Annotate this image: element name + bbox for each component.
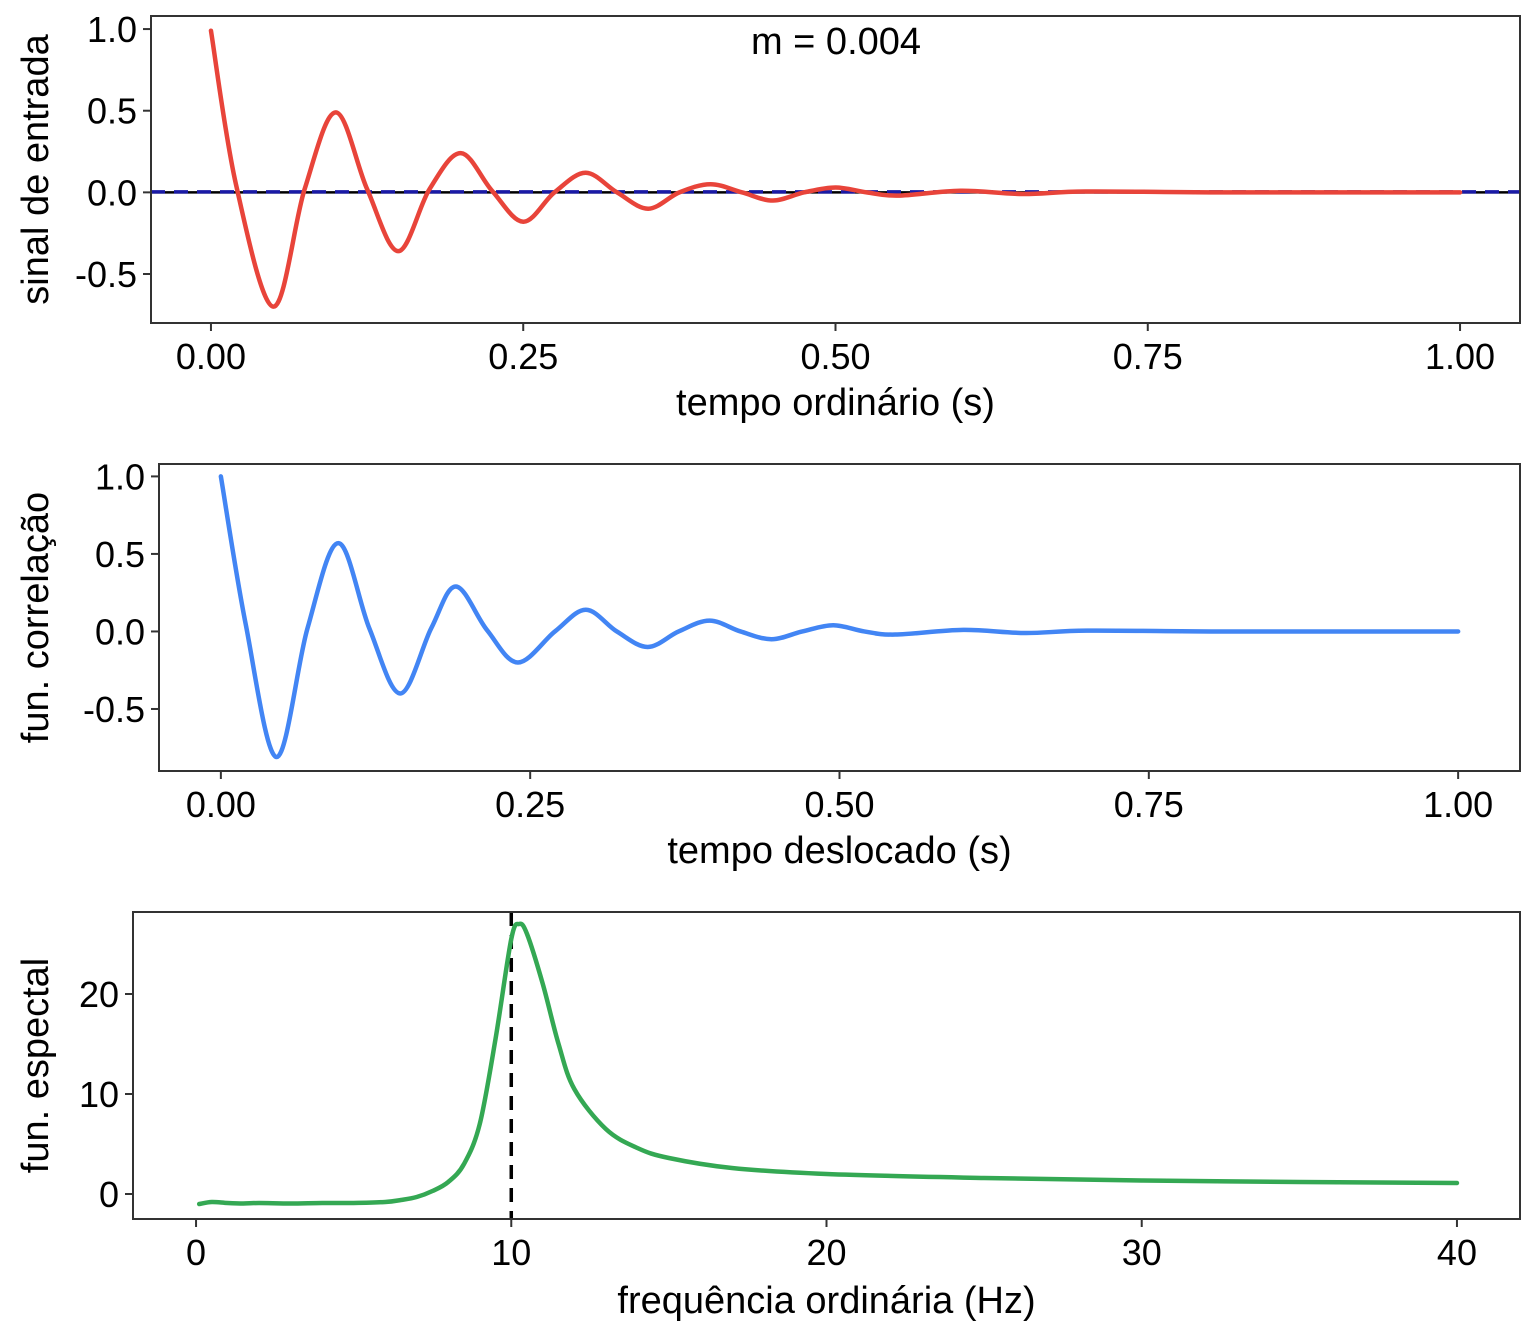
x-tick-label: 1.00 bbox=[1425, 336, 1495, 377]
x-axis-title: tempo deslocado (s) bbox=[667, 830, 1011, 872]
y-tick-label: -0.5 bbox=[75, 254, 137, 295]
x-tick-label: 40 bbox=[1437, 1232, 1477, 1273]
x-axis-title: frequência ordinária (Hz) bbox=[617, 1280, 1035, 1322]
series-line-0 bbox=[208, 28, 1463, 309]
x-tick-label: 0 bbox=[186, 1232, 206, 1273]
y-axis-title: fun. correlação bbox=[15, 492, 57, 743]
y-tick-label: 10 bbox=[79, 1074, 119, 1115]
x-tick-label: 10 bbox=[491, 1232, 531, 1273]
x-axis-title: tempo ordinário (s) bbox=[676, 382, 995, 424]
y-tick-label: -0.5 bbox=[83, 689, 145, 730]
x-tick-label: 0.75 bbox=[1113, 336, 1183, 377]
panel-input-signal: 0.00 0.25 0.50 0.75 1.00 -0.5 0.0 0.5 1.0 m = 0… bbox=[15, 9, 1521, 424]
y-tick-label: 0.0 bbox=[95, 611, 145, 652]
x-tick-label: 20 bbox=[806, 1232, 846, 1273]
x-tick-label: 30 bbox=[1122, 1232, 1162, 1273]
x-tick-label: 0.25 bbox=[488, 336, 558, 377]
y-tick-label: 0.5 bbox=[95, 534, 145, 575]
m-annotation: m = 0.004 bbox=[751, 21, 921, 63]
x-tick-label: 0.50 bbox=[800, 336, 870, 377]
x-tick-label: 0.25 bbox=[495, 784, 565, 825]
y-tick-label: 20 bbox=[79, 974, 119, 1015]
y-tick-label: 0.5 bbox=[87, 91, 137, 132]
y-tick-label: 1.0 bbox=[95, 456, 145, 497]
x-tick-label: 0.00 bbox=[176, 336, 246, 377]
y-tick-label: 0 bbox=[99, 1174, 119, 1215]
y-tick-label: 1.0 bbox=[87, 9, 137, 50]
x-tick-label: 0.50 bbox=[804, 784, 874, 825]
panel-spectrum: 0 10 20 30 40 0 10 20 frequência ordinária (Hz… bbox=[15, 911, 1521, 1322]
x-tick-label: 0.75 bbox=[1114, 784, 1184, 825]
series-line-0 bbox=[218, 474, 1461, 760]
plot-frame bbox=[158, 463, 1521, 772]
y-axis-title: fun. espectal bbox=[15, 958, 57, 1173]
x-tick-label: 0.00 bbox=[186, 784, 256, 825]
y-tick-label: 0.0 bbox=[87, 172, 137, 213]
x-tick-label: 1.00 bbox=[1423, 784, 1493, 825]
y-axis-title: sinal de entrada bbox=[15, 33, 57, 304]
panel-correlation: 0.00 0.25 0.50 0.75 1.00 -0.5 0.0 0.5 1.0 tempo… bbox=[15, 456, 1521, 872]
series-line-0 bbox=[196, 921, 1460, 1207]
